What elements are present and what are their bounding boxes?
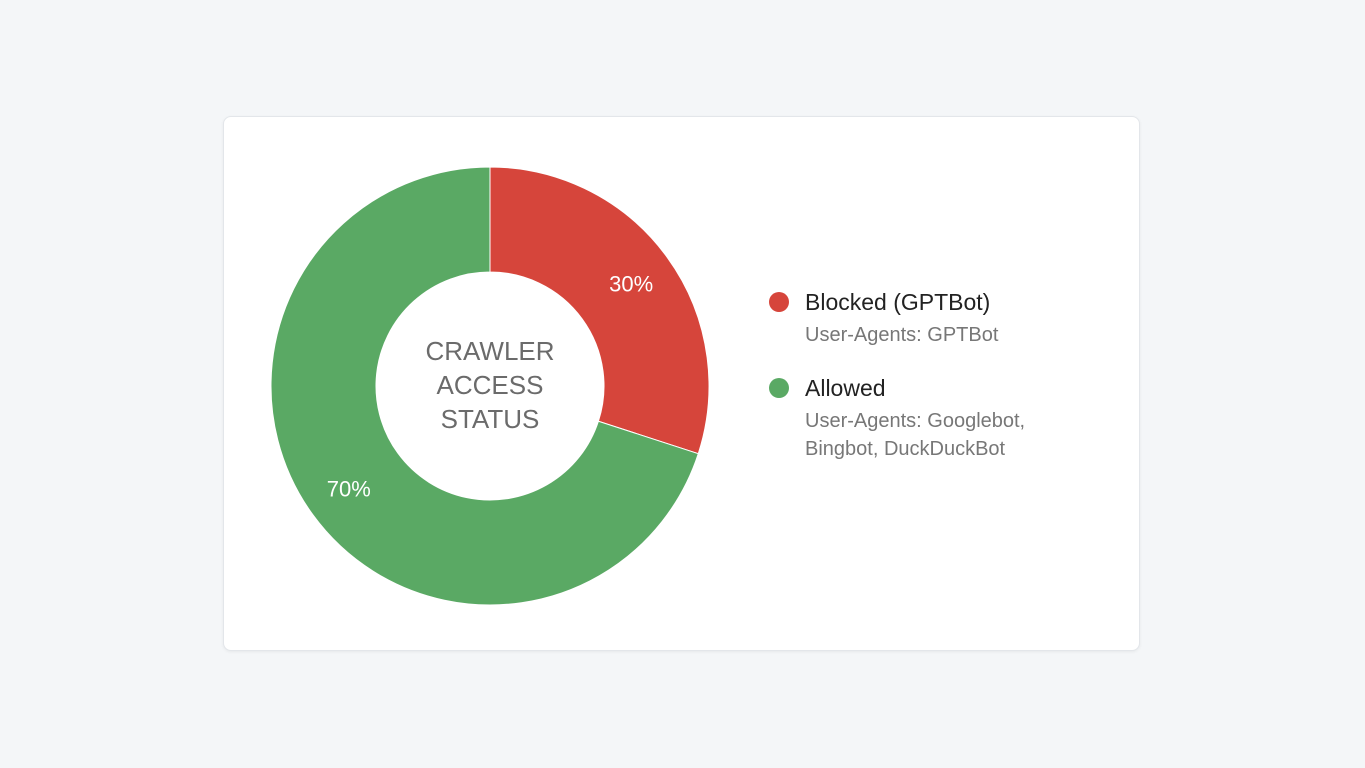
legend-item-allowed: Allowed User-Agents: Googlebot, Bingbot,…	[769, 373, 1109, 463]
chart-card: 30% 70% CRAWLER ACCESS STATUS Blocked (GP…	[223, 116, 1140, 651]
legend: Blocked (GPTBot) User-Agents: GPTBot All…	[769, 287, 1109, 487]
legend-swatch-blocked	[769, 292, 789, 312]
donut-slice-allowed	[270, 166, 699, 606]
legend-desc-allowed: User-Agents: Googlebot, Bingbot, DuckDuc…	[805, 410, 1026, 460]
center-label-line-2: ACCESS	[437, 370, 544, 400]
slice-labels-group: 30% 70%	[327, 271, 653, 501]
center-label-line-1: CRAWLER	[425, 336, 554, 366]
legend-desc-blocked: User-Agents: GPTBot	[805, 324, 999, 346]
legend-label-allowed: Allowed	[805, 375, 886, 401]
slices-group	[270, 166, 710, 606]
slice-value-label: 70%	[327, 477, 371, 502]
legend-label-blocked: Blocked (GPTBot)	[805, 289, 991, 315]
legend-item-blocked: Blocked (GPTBot) User-Agents: GPTBot	[769, 287, 1109, 349]
slice-value-label: 30%	[609, 271, 653, 296]
legend-swatch-allowed	[769, 378, 789, 398]
donut-slice-blocked-gptbot	[489, 166, 710, 455]
donut-chart: 30% 70% CRAWLER ACCESS STATUS	[270, 166, 710, 606]
center-label-line-3: STATUS	[441, 404, 540, 434]
